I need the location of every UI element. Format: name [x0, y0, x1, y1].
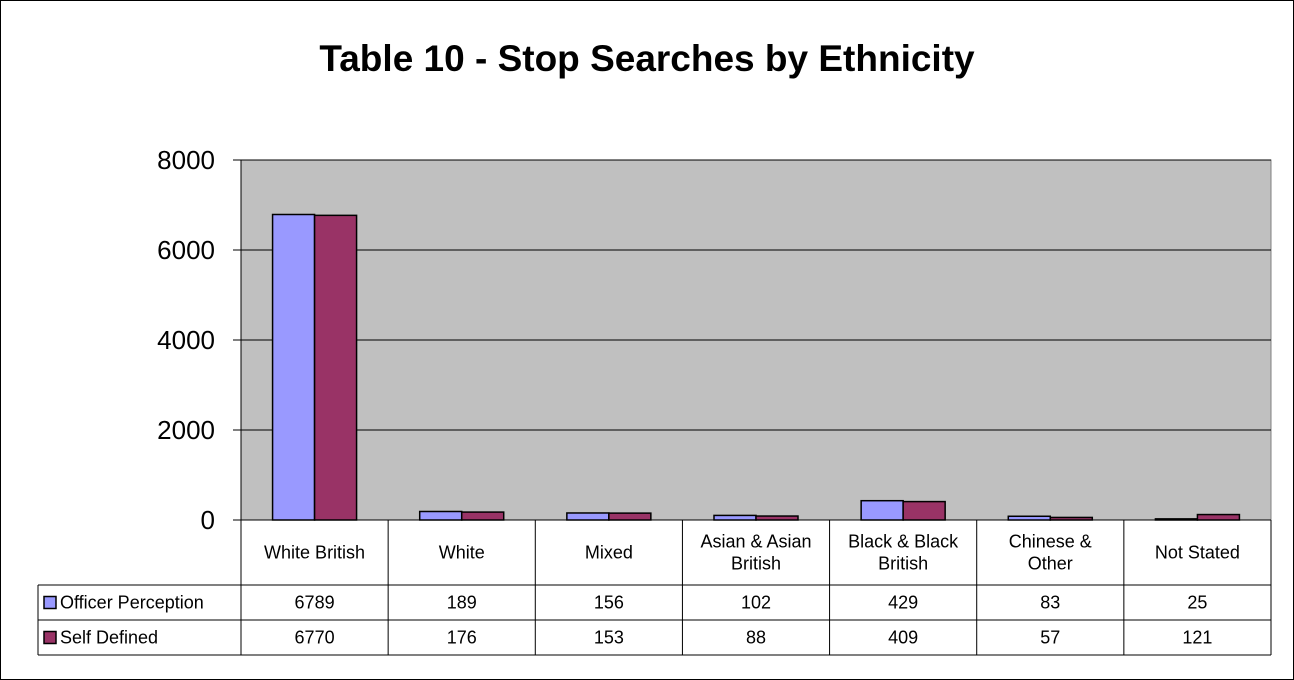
x-category-label: Other: [1028, 554, 1073, 574]
x-category-label: White: [439, 543, 485, 563]
data-table-value: 121: [1182, 628, 1212, 648]
legend-label: Self Defined: [60, 628, 158, 648]
data-table-value: 429: [888, 593, 918, 613]
legend-label: Officer Perception: [60, 593, 204, 613]
bar-self-defined: [1196, 513, 1241, 521]
y-tick-label: 6000: [157, 235, 215, 265]
y-tick-label: 2000: [157, 415, 215, 445]
y-tick-label: 4000: [157, 325, 215, 355]
data-table-value: 189: [447, 593, 477, 613]
bar-self-defined: [902, 500, 946, 521]
bar-officer-perception: [1154, 518, 1199, 521]
bar-self-defined: [755, 515, 799, 521]
data-table-value: 156: [594, 593, 624, 613]
bar-self-defined: [460, 511, 505, 521]
y-tick-label: 8000: [157, 145, 215, 175]
chart-title: Table 10 - Stop Searches by Ethnicity: [319, 38, 975, 79]
plot-area: 0 2000 4000 6000 8000: [157, 145, 1272, 535]
bar-self-defined: [313, 214, 358, 521]
data-table-value: 176: [447, 628, 477, 648]
data-table-value: 102: [741, 593, 771, 613]
x-category-label: Asian & Asian: [700, 532, 811, 552]
x-category-label: Not Stated: [1155, 543, 1240, 563]
x-category-label: Chinese &: [1009, 532, 1092, 552]
legend-key-self-defined: [43, 630, 57, 645]
x-category-label: British: [731, 554, 781, 574]
x-category-label: White British: [264, 543, 365, 563]
bar-self-defined: [1049, 516, 1094, 521]
data-table-value: 25: [1187, 593, 1207, 613]
bar-officer-perception: [713, 514, 757, 521]
data-table-value: 153: [594, 628, 624, 648]
data-table-value: 88: [746, 628, 766, 648]
data-table-value: 6770: [295, 628, 335, 648]
bar-officer-perception: [418, 510, 463, 521]
legend-key-officer-perception: [43, 595, 57, 610]
y-tick-label: 0: [201, 505, 215, 535]
bar-officer-perception: [566, 512, 610, 521]
data-table-value: 83: [1040, 593, 1060, 613]
bar-officer-perception: [1007, 515, 1052, 521]
data-table-value: 6789: [295, 593, 335, 613]
x-category-label: Black & Black: [848, 532, 959, 552]
bar-officer-perception: [860, 499, 904, 521]
data-table-value: 409: [888, 628, 918, 648]
bar-officer-perception: [271, 213, 316, 521]
bar-self-defined: [608, 512, 652, 521]
x-category-label: British: [878, 554, 928, 574]
x-category-label: Mixed: [585, 543, 633, 563]
data-table-value: 57: [1040, 628, 1060, 648]
